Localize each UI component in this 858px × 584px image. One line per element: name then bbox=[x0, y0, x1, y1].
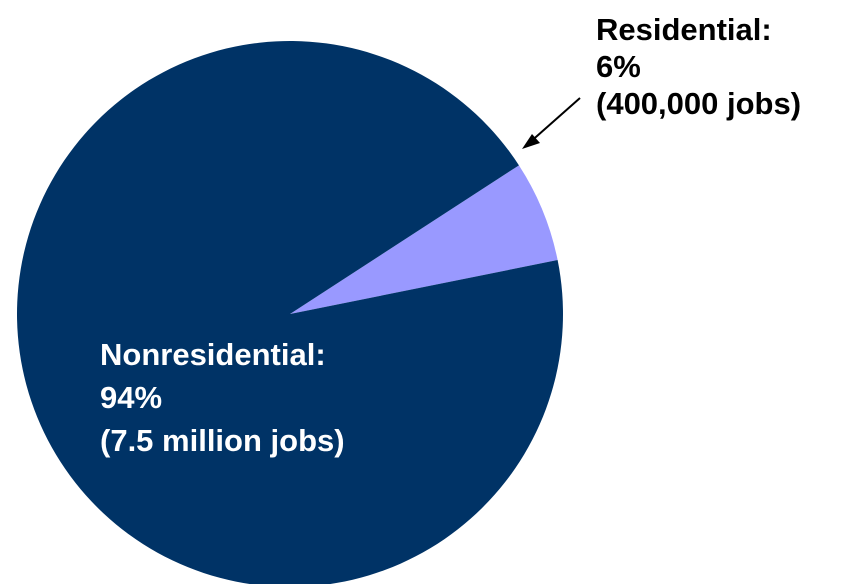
residential-slice bbox=[290, 165, 558, 314]
pie-slices bbox=[17, 41, 563, 584]
residential-callout-arrow bbox=[527, 97, 581, 145]
residential-label: Residential: 6% (400,000 jobs) bbox=[596, 12, 801, 121]
nonresidential-label-line-1: Nonresidential: bbox=[100, 337, 326, 372]
residential-callout-arrowhead bbox=[522, 134, 540, 149]
residential-label-line-2: 6% bbox=[596, 49, 641, 84]
nonresidential-label-line-2: 94% bbox=[100, 380, 162, 415]
nonresidential-slice bbox=[17, 41, 563, 584]
residential-label-line-3: (400,000 jobs) bbox=[596, 86, 801, 121]
residential-label-line-1: Residential: bbox=[596, 12, 772, 47]
nonresidential-label-line-3: (7.5 million jobs) bbox=[100, 423, 345, 458]
nonresidential-label: Nonresidential: 94% (7.5 million jobs) bbox=[100, 337, 345, 458]
